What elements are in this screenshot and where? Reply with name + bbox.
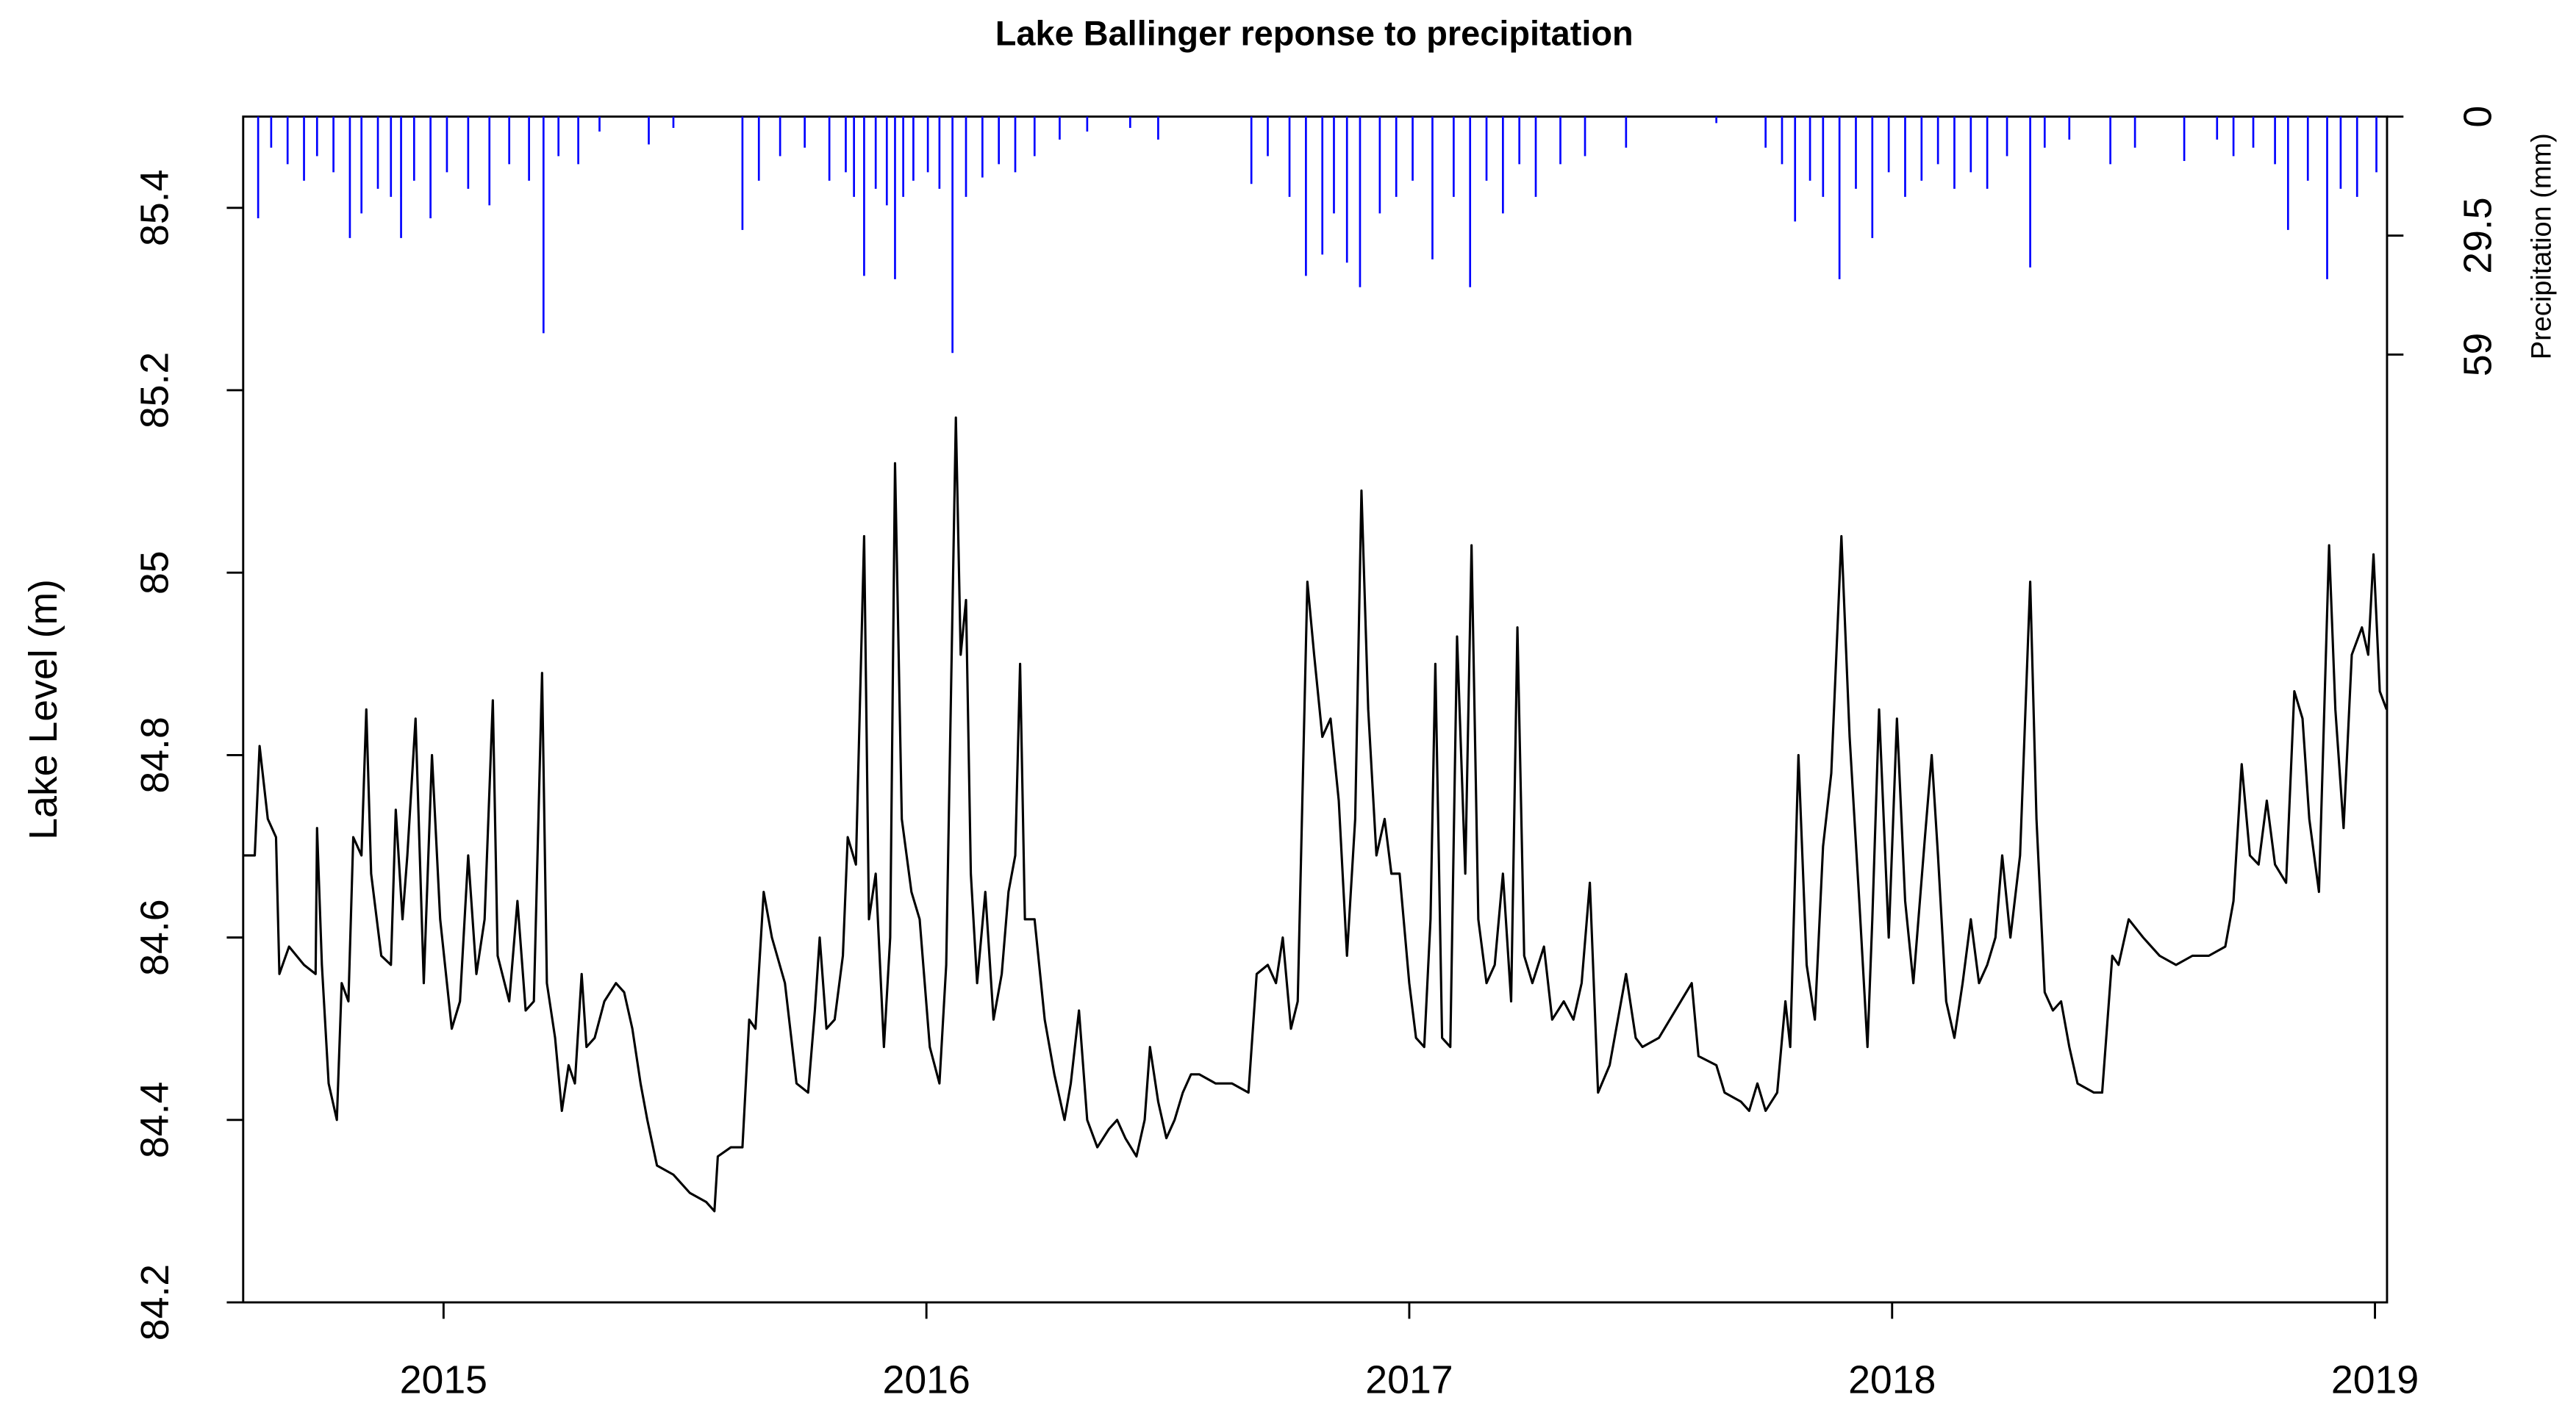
- x-tick-label: 2018: [1848, 1358, 1936, 1402]
- y2-tick-label: 0: [2456, 106, 2500, 128]
- y2-tick-label: 59: [2456, 333, 2500, 377]
- y-tick-label: 84.8: [133, 717, 177, 793]
- y-tick-label: 84.6: [133, 899, 177, 975]
- x-tick-label: 2017: [1365, 1358, 1453, 1402]
- y-tick-label: 85.2: [133, 352, 177, 428]
- plot-frame: [242, 115, 2389, 1304]
- x-tick-label: 2016: [883, 1358, 970, 1402]
- y-tick-label: 85: [133, 550, 177, 595]
- y-axis-label: Lake Level (m): [21, 579, 65, 840]
- lake-level-line: [243, 416, 2388, 1213]
- chart-title: Lake Ballinger reponse to precipitation: [995, 15, 1634, 53]
- y-tick-label: 84.4: [133, 1082, 177, 1158]
- x-tick-label: 2015: [400, 1358, 487, 1402]
- y2-tick-label: 29.5: [2456, 197, 2500, 273]
- x-tick-label: 2019: [2331, 1358, 2419, 1402]
- y-tick-label: 85.4: [133, 170, 177, 246]
- y2-axis-label: Precipitation (mm): [2526, 133, 2557, 359]
- y-tick-label: 84.2: [133, 1264, 177, 1341]
